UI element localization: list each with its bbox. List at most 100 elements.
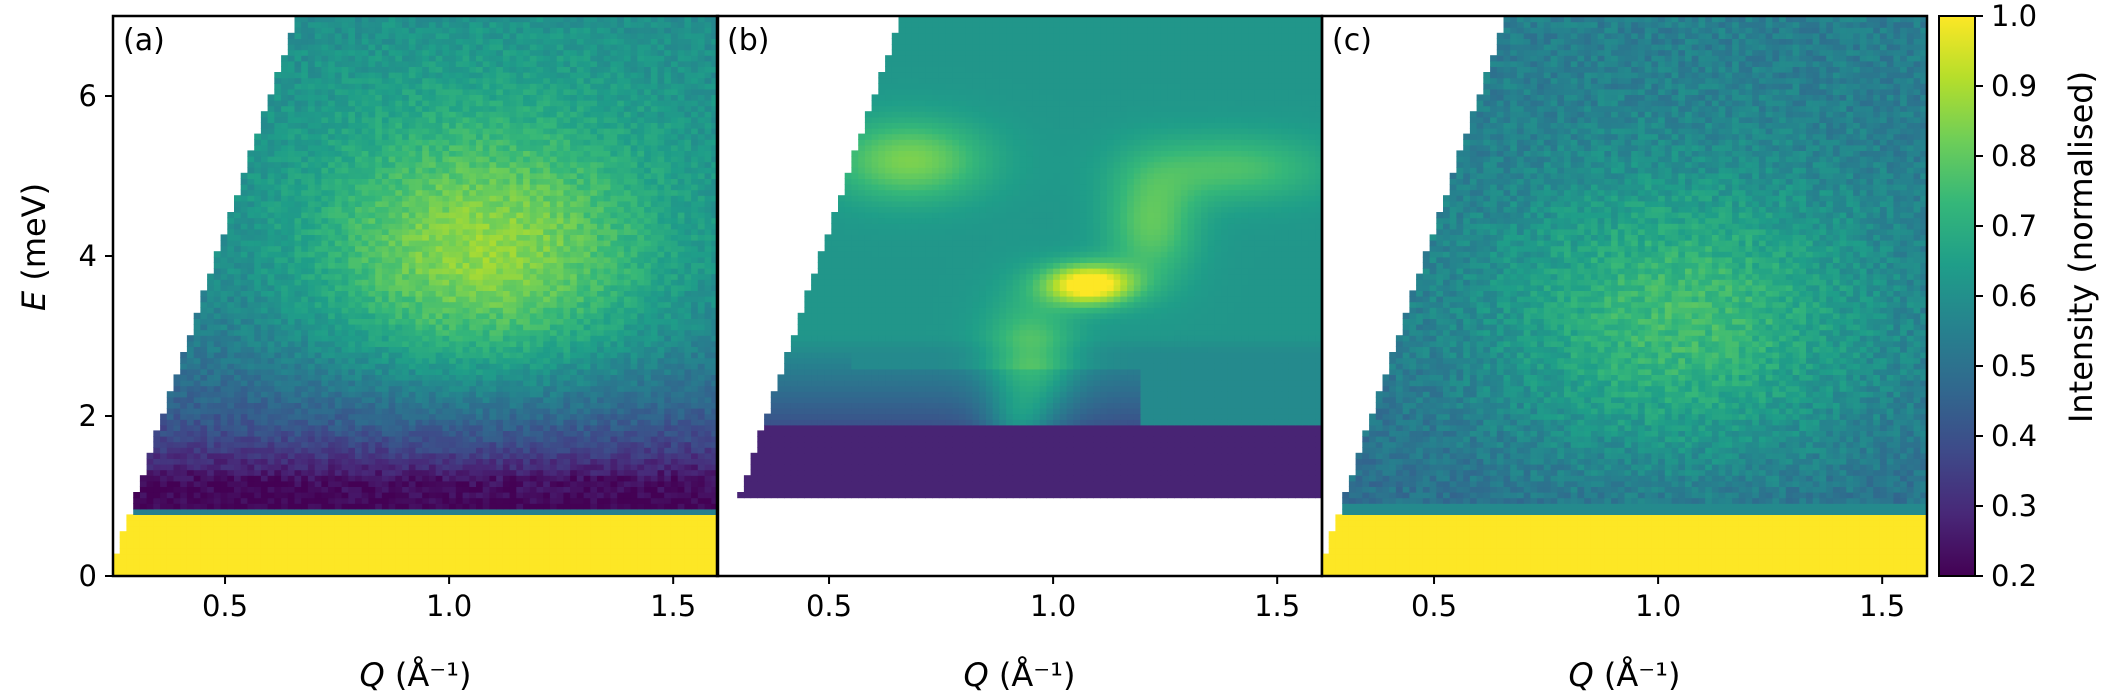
heatmap-cell: [657, 363, 665, 370]
heatmap-cell: [402, 301, 410, 308]
heatmap-cell: [408, 273, 417, 280]
heatmap-cell: [549, 312, 558, 319]
heatmap-cell: [355, 452, 363, 459]
heatmap-cell: [267, 346, 275, 353]
heatmap-cell: [469, 324, 477, 331]
heatmap-cell: [617, 408, 625, 415]
heatmap-cell: [590, 424, 598, 431]
heatmap-cell: [610, 548, 618, 555]
heatmap-cell: [307, 536, 316, 543]
heatmap-cell: [630, 352, 638, 359]
heatmap-cell: [536, 475, 544, 482]
heatmap-cell: [301, 357, 309, 364]
heatmap-cell: [597, 413, 605, 420]
heatmap-cell: [227, 251, 235, 258]
heatmap-cell: [523, 559, 531, 566]
heatmap-cell: [583, 570, 591, 576]
heatmap-cell: [449, 368, 457, 375]
heatmap-cell: [220, 464, 228, 471]
heatmap-cell: [516, 413, 524, 420]
heatmap-cell: [240, 458, 248, 465]
heatmap-cell: [314, 402, 322, 409]
heatmap-cell: [375, 329, 383, 336]
heatmap-cell: [254, 475, 262, 482]
heatmap-cell: [355, 408, 363, 415]
heatmap-cell: [361, 380, 369, 387]
heatmap-cell: [489, 452, 497, 459]
heatmap-cell: [395, 520, 403, 527]
heatmap-cell: [422, 301, 430, 308]
heatmap-cell: [644, 452, 652, 459]
heatmap-cell: [294, 508, 302, 515]
heatmap-cell: [402, 492, 410, 499]
heatmap-cell: [644, 503, 652, 510]
heatmap-cell: [260, 570, 269, 576]
heatmap-cell: [422, 268, 430, 275]
heatmap-cell: [422, 385, 430, 392]
heatmap-cell: [677, 268, 685, 275]
heatmap-cell: [556, 234, 564, 241]
heatmap-cell: [153, 520, 161, 527]
heatmap-cell: [240, 368, 248, 375]
heatmap-cell: [704, 352, 712, 359]
heatmap-cell: [422, 324, 430, 331]
heatmap-cell: [341, 408, 349, 415]
heatmap-cell: [368, 441, 376, 448]
heatmap-cell: [334, 458, 343, 465]
heatmap-cell: [476, 380, 484, 387]
heatmap-cell: [381, 520, 390, 527]
heatmap-cell: [200, 525, 208, 532]
heatmap-cell: [704, 256, 712, 263]
heatmap-cell: [637, 464, 645, 471]
heatmap-cell: [664, 262, 672, 269]
heatmap-cell: [381, 329, 390, 336]
heatmap-cell: [597, 279, 605, 286]
heatmap-cell: [684, 385, 692, 392]
heatmap-cell: [691, 525, 699, 532]
heatmap-cell: [213, 419, 222, 426]
heatmap-cell: [529, 273, 538, 280]
heatmap-cell: [314, 413, 322, 420]
heatmap-cell: [469, 424, 477, 431]
heatmap-cell: [670, 408, 679, 415]
heatmap-cell: [402, 346, 410, 353]
heatmap-cell: [650, 312, 659, 319]
heatmap-cell: [334, 430, 343, 437]
heatmap-cell: [361, 385, 369, 392]
heatmap-cell: [664, 408, 672, 415]
heatmap-cell: [240, 335, 248, 342]
heatmap-cell: [570, 402, 578, 409]
heatmap-cell: [361, 357, 369, 364]
heatmap-cell: [704, 531, 712, 538]
heatmap-cell: [536, 503, 544, 510]
heatmap-cell: [442, 408, 450, 415]
heatmap-cell: [355, 324, 363, 331]
heatmap-cell: [496, 486, 504, 493]
heatmap-cell: [476, 352, 484, 359]
heatmap-cell: [260, 312, 269, 319]
heatmap-cell: [623, 508, 632, 515]
heatmap-cell: [146, 469, 154, 476]
heatmap-cell: [207, 340, 215, 347]
heatmap-cell: [469, 525, 477, 532]
heatmap-cell: [247, 396, 255, 403]
heatmap-cell: [617, 396, 625, 403]
heatmap-cell: [402, 531, 410, 538]
heatmap-cell: [267, 256, 275, 263]
heatmap-cell: [368, 279, 376, 286]
heatmap-cell: [617, 559, 625, 566]
heatmap-cell: [301, 503, 309, 510]
heatmap-cell: [247, 290, 255, 297]
heatmap-cell: [348, 559, 356, 566]
heatmap-cell: [334, 268, 343, 275]
heatmap-cell: [482, 475, 490, 482]
heatmap-cell: [227, 553, 235, 560]
heatmap-cell: [644, 312, 652, 319]
heatmap-cell: [207, 335, 215, 342]
heatmap-cell: [711, 290, 718, 297]
heatmap-cell: [697, 307, 706, 314]
heatmap-cell: [442, 368, 450, 375]
heatmap-cell: [677, 469, 685, 476]
heatmap-cell: [139, 503, 148, 510]
heatmap-cell: [240, 262, 248, 269]
